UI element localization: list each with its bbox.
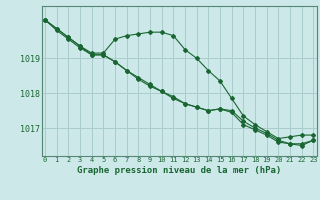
X-axis label: Graphe pression niveau de la mer (hPa): Graphe pression niveau de la mer (hPa) bbox=[77, 166, 281, 175]
